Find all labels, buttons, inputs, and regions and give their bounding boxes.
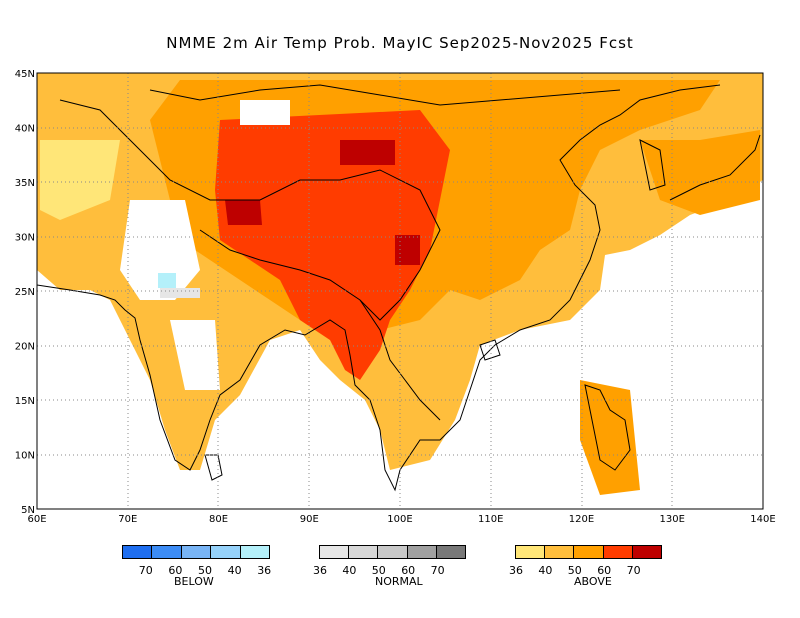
colorbar-swatch bbox=[152, 546, 182, 558]
lat-tick-label: 25N bbox=[15, 287, 35, 298]
lon-tick-label: 120E bbox=[569, 514, 594, 525]
map-title: NMME 2m Air Temp Prob. MayIC Sep2025-Nov… bbox=[166, 34, 634, 52]
colorbar-tick-label: 60 bbox=[401, 564, 416, 577]
map-frame bbox=[36, 72, 764, 510]
lon-tick-label: 110E bbox=[478, 514, 503, 525]
above-40-japan bbox=[640, 130, 760, 215]
normal-36-cell bbox=[160, 288, 200, 298]
above-70-cell-north bbox=[340, 140, 395, 165]
colorbar-swatch bbox=[545, 546, 575, 558]
colorbar-swatch bbox=[603, 546, 633, 558]
colorbar-tick-label: 40 bbox=[227, 564, 242, 577]
colorbar-swatch bbox=[211, 546, 241, 558]
lat-tick-label: 45N bbox=[15, 69, 35, 80]
above-36-sw bbox=[40, 140, 120, 220]
colorbar-swatch bbox=[632, 546, 662, 558]
lon-tick-label: 100E bbox=[387, 514, 412, 525]
latitude-ticks: 45N 40N 35N 30N 25N 20N 15N 10N 5N bbox=[15, 69, 35, 516]
lat-tick-label: 10N bbox=[15, 451, 35, 462]
lon-tick-label: 90E bbox=[300, 514, 319, 525]
colorbar-swatch bbox=[407, 546, 437, 558]
lat-tick-label: 40N bbox=[15, 124, 35, 135]
colorbar-swatch bbox=[181, 546, 212, 558]
colorbar-tick-label: 60 bbox=[597, 564, 612, 577]
colorbar-tick-label: 40 bbox=[342, 564, 357, 577]
colorbar-swatch bbox=[240, 546, 270, 558]
colorbar-tick-label: 70 bbox=[626, 564, 641, 577]
colorbar-tick-label: 36 bbox=[257, 564, 272, 577]
white-gap-india bbox=[120, 200, 200, 300]
longitude-ticks: 60E 70E 80E 90E 100E 110E 120E 130E 140E bbox=[27, 514, 775, 525]
below-36-cell bbox=[158, 273, 176, 288]
colorbar-swatch bbox=[378, 546, 408, 558]
colorbar-swatch bbox=[123, 546, 153, 558]
grid-lines bbox=[37, 73, 763, 509]
colorbar-tick-label: 40 bbox=[538, 564, 553, 577]
normal-colorbar bbox=[319, 545, 466, 559]
probability-field bbox=[37, 73, 763, 495]
lat-tick-label: 35N bbox=[15, 178, 35, 189]
lon-tick-label: 60E bbox=[27, 514, 46, 525]
lon-tick-label: 80E bbox=[209, 514, 228, 525]
colorbar-tick-label: 36 bbox=[313, 564, 327, 577]
above-70-cell-tibet bbox=[225, 200, 262, 225]
lon-tick-label: 140E bbox=[750, 514, 775, 525]
colorbar-swatch bbox=[574, 546, 604, 558]
lat-tick-label: 30N bbox=[15, 233, 35, 244]
below-label: BELOW bbox=[174, 575, 214, 588]
below-colorbar bbox=[122, 545, 270, 559]
colorbar-swatch bbox=[516, 546, 546, 558]
colorbar-swatch bbox=[349, 546, 379, 558]
colorbar-tick-label: 36 bbox=[509, 564, 523, 577]
lon-tick-label: 130E bbox=[660, 514, 685, 525]
colorbar-tick-label: 70 bbox=[430, 564, 445, 577]
colorbar-tick-label: 50 bbox=[567, 564, 582, 577]
above-40-philippines bbox=[580, 380, 640, 495]
above-70-cell-yunnan bbox=[395, 235, 420, 265]
coastlines bbox=[37, 84, 761, 492]
lat-tick-label: 15N bbox=[15, 396, 35, 407]
above-60-region bbox=[215, 110, 450, 380]
above-colorbar bbox=[515, 545, 662, 559]
colorbar-swatch bbox=[436, 546, 466, 558]
normal-label: NORMAL bbox=[375, 575, 423, 588]
colorbar-tick-label: 50 bbox=[198, 564, 212, 577]
lat-tick-label: 5N bbox=[21, 505, 35, 516]
colorbar-tick-label: 50 bbox=[371, 564, 386, 577]
colorbar-swatch bbox=[320, 546, 350, 558]
white-gap-central-india bbox=[170, 320, 220, 390]
colorbar-tick-label: 70 bbox=[138, 564, 153, 577]
above-label: ABOVE bbox=[574, 575, 612, 588]
lat-tick-label: 20N bbox=[15, 342, 35, 353]
lon-tick-label: 70E bbox=[118, 514, 137, 525]
colorbar-tick-label: 60 bbox=[168, 564, 183, 577]
white-gap-north bbox=[240, 100, 290, 125]
